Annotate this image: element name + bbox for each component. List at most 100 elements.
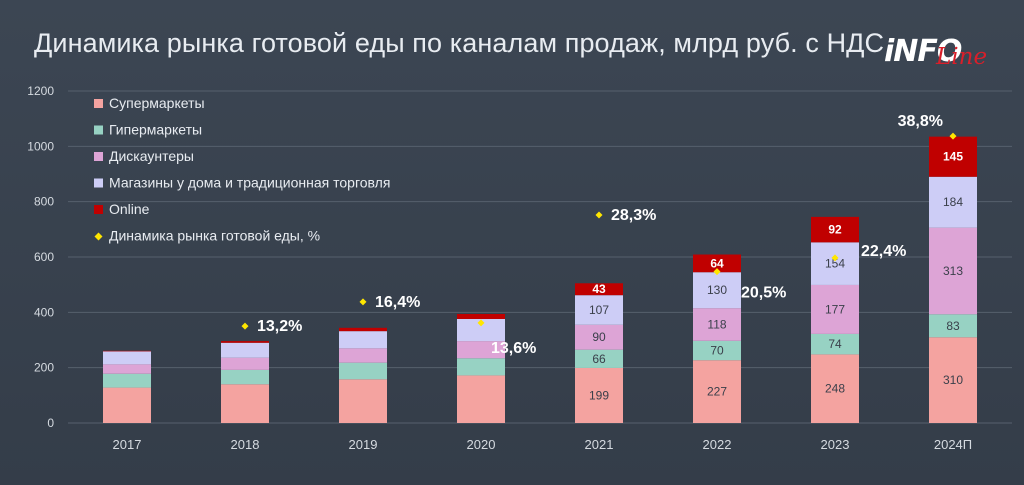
y-tick-label: 1200 [27,84,54,98]
legend-label: Магазины у дома и традиционная торговля [109,175,390,191]
growth-marker [359,298,367,306]
x-tick-label: 2018 [231,437,260,452]
growth-label: 16,4% [375,294,420,311]
bar-segment [811,284,859,334]
bar-value-label: 64 [710,256,724,270]
bar-segment [575,324,623,350]
bar-value-label: 248 [825,382,845,396]
x-tick-label: 2020 [467,437,496,452]
bar-segment [339,379,387,423]
bar-segment [693,340,741,361]
y-tick-label: 400 [34,305,54,319]
growth-marker [949,132,957,140]
logo-bold-text: iNFO [884,34,962,69]
y-tick-label: 600 [34,250,54,264]
bar-segment [103,351,151,365]
bar-segment [103,364,151,374]
bar-value-label: 310 [943,373,963,387]
bar-value-label: 145 [943,150,963,164]
bar-segment [929,136,977,177]
bar-value-label: 227 [707,385,727,399]
bar-value-label: 199 [589,388,609,402]
bar-value-label: 83 [946,319,960,333]
bar-segment [221,341,269,343]
bar-segment [103,387,151,423]
bar-segment [693,254,741,273]
bar-value-label: 107 [589,303,609,317]
legend-label: Online [109,201,150,217]
bar-segment [575,367,623,423]
legend-label: Супермаркеты [109,95,205,111]
bar-segment [103,350,151,352]
legend-growth-marker [94,232,103,241]
bar-value-label: 177 [825,302,845,316]
bar-segment [457,318,505,342]
growth-label: 28,3% [611,207,656,224]
bar-value-label: 90 [592,330,606,344]
bar-segment [575,349,623,368]
bar-segment [457,313,505,319]
x-tick-label: 2021 [585,437,614,452]
growth-marker [595,211,603,219]
growth-marker [831,254,839,262]
bar-value-label: 70 [710,344,724,358]
logo-script-text: Line [936,44,988,70]
legend-label: Динамика рынка готовой еды, % [109,228,320,244]
bar-value-label: 130 [707,283,727,297]
bar-segment [339,331,387,349]
growth-marker [241,322,249,330]
bar-segment [929,314,977,338]
bar-segment [221,342,269,358]
bar-segment [929,227,977,315]
bar-segment [693,308,741,341]
legend-label: Гипермаркеты [109,122,202,138]
bar-segment [811,354,859,423]
bar-segment [693,272,741,309]
chart-title: Динамика рынка готовой еды по каналам пр… [34,28,885,58]
bar-segment [221,369,269,385]
growth-label: 22,4% [861,243,906,260]
growth-label: 20,5% [741,285,786,302]
x-tick-label: 2024П [934,437,972,452]
bar-segment [457,341,505,359]
growth-label: 13,6% [491,340,536,357]
bar-segment [339,362,387,380]
bar-value-label: 92 [828,223,842,237]
bar-segment [575,295,623,325]
x-tick-label: 2022 [703,437,732,452]
growth-marker [713,268,721,276]
bar-segment [929,337,977,423]
growth-label: 13,2% [257,318,302,335]
bar-segment [221,384,269,423]
bar-value-label: 313 [943,264,963,278]
bar-value-label: 43 [592,282,606,296]
legend-swatch [94,99,103,108]
legend-swatch [94,152,103,161]
y-tick-label: 1000 [27,139,54,153]
bar-value-label: 154 [825,257,845,271]
bar-segment [103,373,151,388]
bar-segment [457,375,505,423]
infoline-logo: iNFO Line [884,30,1004,74]
bar-segment [811,242,859,285]
bar-value-label: 118 [707,318,726,332]
y-tick-label: 200 [34,361,54,375]
bar-segment [457,358,505,376]
bar-segment [221,357,269,370]
legend-label: Дискаунтеры [109,148,194,164]
y-tick-label: 800 [34,195,54,209]
growth-label: 38,8% [898,113,943,130]
bar-value-label: 74 [828,337,842,351]
bar-segment [929,176,977,228]
x-tick-label: 2019 [349,437,378,452]
bar-segment [693,360,741,423]
bar-segment [575,283,623,296]
bar-value-label: 66 [592,352,606,366]
legend-swatch [94,125,103,135]
bar-value-label: 184 [943,195,963,209]
x-tick-label: 2017 [113,437,142,452]
legend-swatch [94,178,103,188]
bar-segment [339,348,387,363]
